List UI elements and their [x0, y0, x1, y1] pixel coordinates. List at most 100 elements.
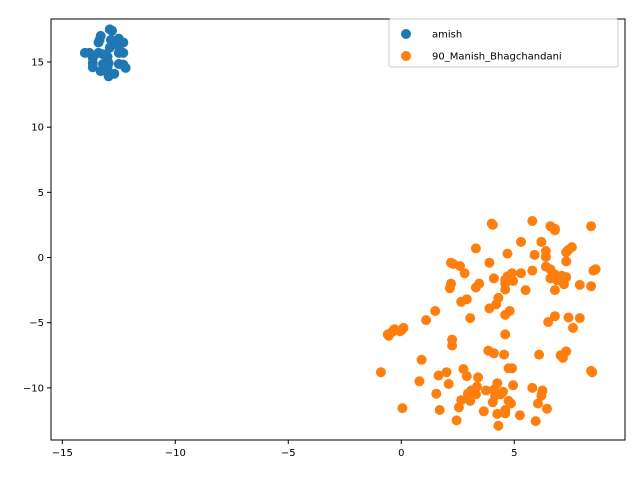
- data-point-series-1: [527, 382, 538, 393]
- data-point-series-1: [500, 284, 511, 295]
- data-point-series-1: [574, 313, 585, 324]
- x-tick-label: −5: [281, 448, 296, 459]
- data-point-series-1: [559, 279, 569, 290]
- data-point-series-1: [488, 273, 499, 284]
- data-point-series-1: [574, 279, 585, 290]
- data-point-series-1: [473, 372, 484, 383]
- data-point-series-1: [549, 225, 560, 236]
- data-point-series-1: [549, 285, 560, 296]
- data-point-series-1: [561, 256, 572, 267]
- data-point-series-1: [488, 348, 499, 359]
- data-point-series-1: [507, 363, 517, 374]
- data-point-series-1: [536, 390, 547, 401]
- data-point-series-1: [500, 309, 511, 320]
- data-point-series-0: [107, 25, 117, 36]
- data-point-series-1: [514, 410, 525, 421]
- data-point-series-1: [500, 329, 511, 340]
- data-point-series-1: [395, 326, 406, 337]
- data-point-series-1: [414, 376, 425, 387]
- data-point-series-1: [441, 367, 452, 378]
- data-point-series-1: [549, 311, 560, 322]
- plot-frame: [50, 18, 626, 441]
- data-point-series-1: [529, 249, 540, 260]
- data-point-series-1: [434, 405, 445, 415]
- data-point-series-1: [543, 317, 554, 327]
- data-point-series-0: [87, 62, 98, 73]
- data-point-series-1: [587, 367, 598, 378]
- data-point-series-1: [478, 406, 489, 417]
- data-point-series-0: [103, 71, 114, 82]
- data-point-series-1: [431, 388, 442, 399]
- data-point-series-1: [520, 285, 531, 296]
- data-point-series-1: [530, 416, 541, 427]
- data-point-series-1: [470, 282, 481, 293]
- x-tick-label: −10: [165, 448, 186, 459]
- data-point-series-1: [508, 276, 519, 286]
- data-point-series-1: [534, 349, 545, 360]
- data-point-series-0: [118, 47, 129, 58]
- data-point-series-1: [375, 367, 386, 378]
- data-point-series-1: [444, 283, 455, 294]
- data-point-series-1: [481, 385, 491, 396]
- axes-layer: −15 −10 −5 0 5 −10 −5 0 5 10 15: [23, 18, 626, 459]
- data-point-series-1: [484, 257, 495, 268]
- data-point-series-1: [421, 315, 432, 326]
- data-point-series-1: [433, 370, 444, 381]
- data-point-series-1: [516, 236, 526, 247]
- data-point-series-1: [383, 330, 394, 341]
- y-tick-label: 15: [31, 58, 44, 69]
- data-point-series-1: [536, 236, 547, 247]
- data-point-series-1: [527, 265, 538, 276]
- data-point-series-0: [104, 42, 115, 53]
- data-point-series-1: [451, 415, 462, 426]
- data-point-series-1: [508, 380, 519, 391]
- data-point-series-1: [465, 395, 476, 406]
- data-point-series-1: [492, 408, 503, 419]
- data-point-series-1: [540, 251, 551, 262]
- data-point-series-1: [516, 268, 526, 279]
- data-point-series-0: [120, 62, 131, 73]
- y-tick-label: 10: [31, 123, 44, 134]
- data-point-series-0: [93, 37, 104, 48]
- data-point-series-1: [586, 221, 597, 232]
- legend-label-amish: amish: [432, 30, 462, 41]
- data-point-series-1: [465, 313, 476, 324]
- legend-box: [388, 18, 619, 68]
- y-tick-label: −5: [29, 318, 44, 329]
- data-point-series-1: [500, 408, 511, 419]
- data-point-series-1: [527, 216, 538, 226]
- data-point-series-1: [470, 389, 481, 400]
- data-point-series-1: [563, 312, 574, 323]
- data-point-series-1: [416, 354, 427, 365]
- data-point-series-1: [502, 248, 513, 259]
- y-tick-label: 0: [38, 253, 44, 264]
- data-point-series-1: [459, 268, 470, 279]
- data-point-series-1: [487, 397, 498, 408]
- y-tick-label: −10: [23, 383, 44, 394]
- data-point-series-1: [561, 247, 572, 258]
- x-tick-label: 5: [511, 448, 517, 459]
- y-tick-label: 5: [38, 188, 44, 199]
- data-point-series-1: [397, 403, 408, 414]
- data-point-series-1: [542, 403, 552, 414]
- legend: amish 90_Manish_Bhagchandani: [388, 18, 619, 68]
- data-point-series-1: [443, 379, 454, 389]
- data-point-series-1: [586, 281, 597, 292]
- data-point-series-1: [470, 243, 481, 254]
- data-point-series-1: [499, 349, 510, 360]
- data-point-series-1: [557, 352, 568, 363]
- data-point-series-1: [447, 340, 458, 351]
- data-point-series-1: [588, 265, 599, 276]
- data-point-series-1: [453, 402, 464, 413]
- data-point-series-1: [568, 322, 578, 333]
- data-point-series-1: [456, 296, 467, 307]
- data-point-series-0: [95, 66, 106, 77]
- x-tick-label: −15: [52, 448, 73, 459]
- data-point-series-1: [430, 306, 441, 316]
- legend-marker-manish: [401, 51, 411, 61]
- data-point-series-1: [505, 398, 516, 409]
- points-layer: [79, 24, 601, 431]
- data-point-series-1: [455, 261, 465, 271]
- data-point-series-1: [533, 398, 543, 409]
